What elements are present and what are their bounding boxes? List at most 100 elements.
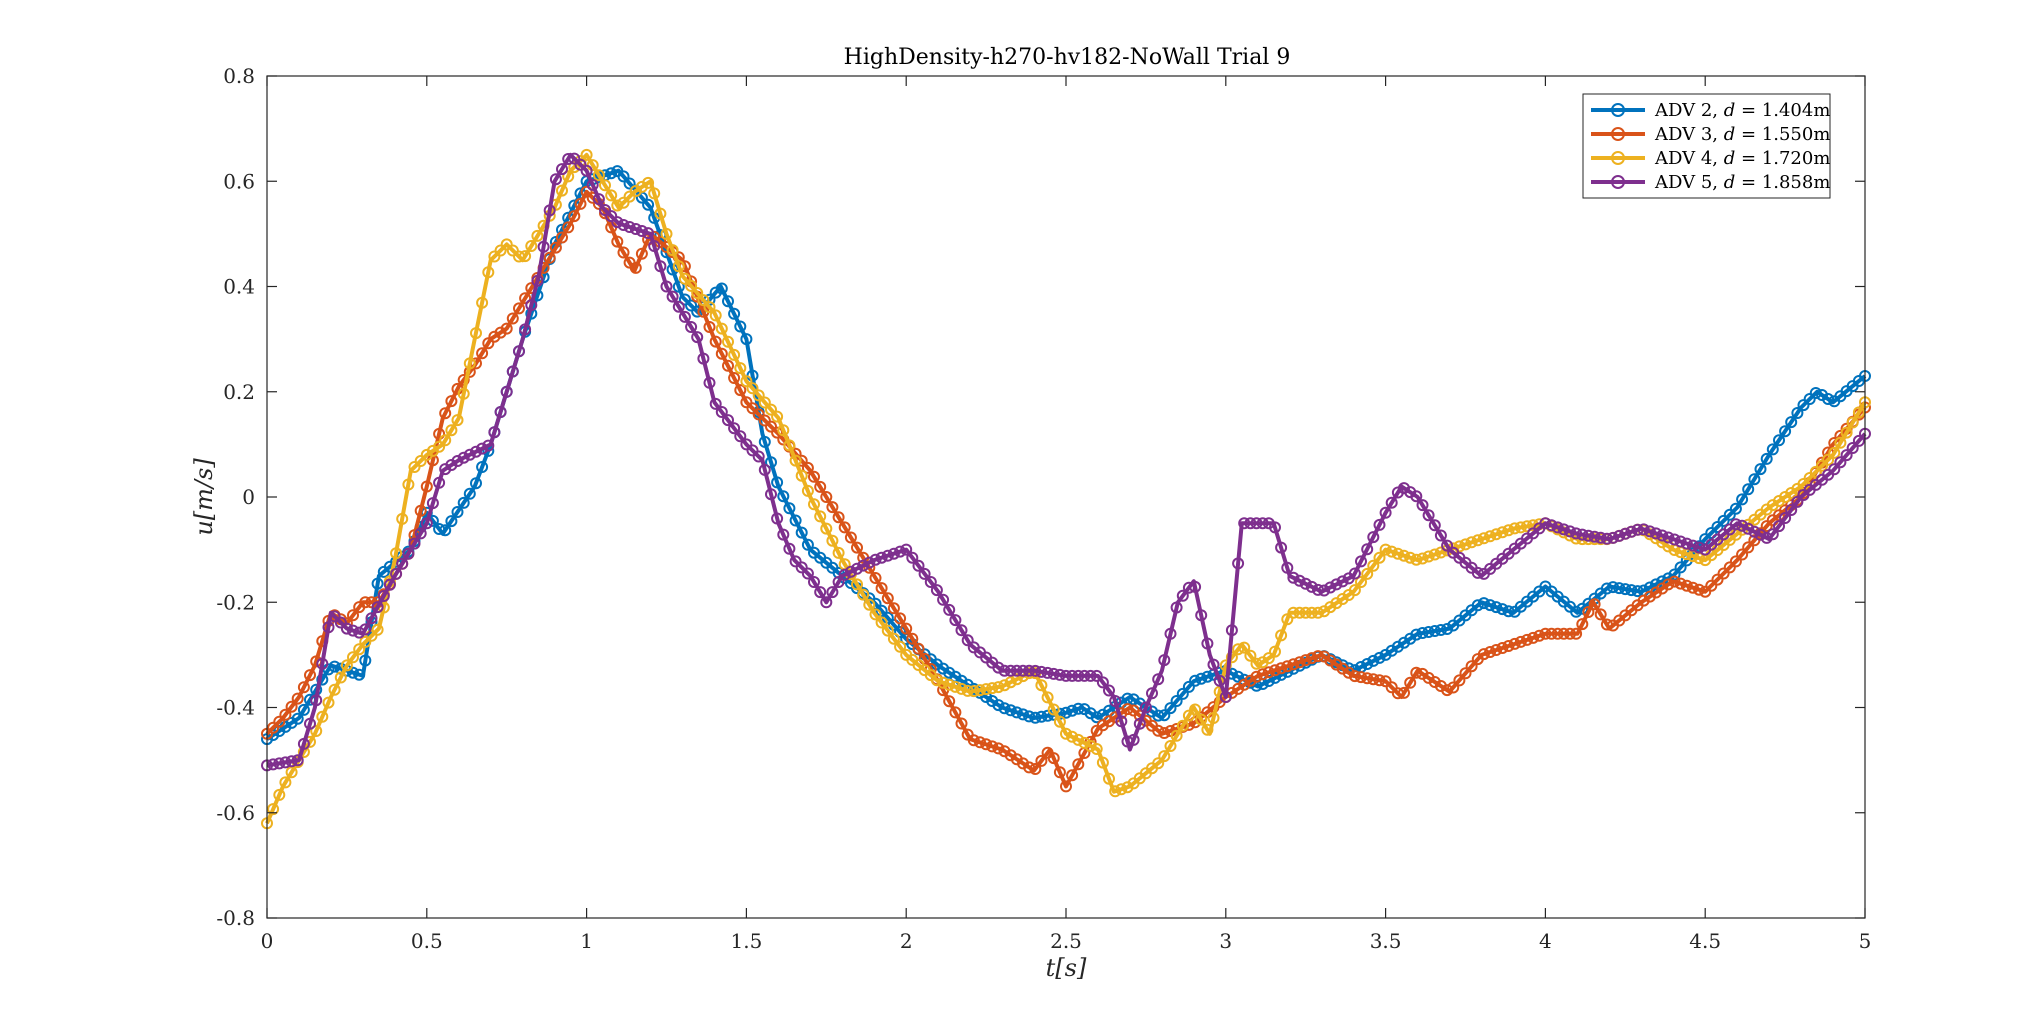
data-point <box>648 187 661 200</box>
data-point <box>1428 548 1441 561</box>
data-point <box>1355 671 1367 684</box>
data-point <box>943 695 956 708</box>
data-point <box>580 148 593 161</box>
data-point <box>408 461 421 473</box>
data-point <box>1490 601 1503 614</box>
data-point <box>642 176 655 189</box>
x-tick-label: 0.5 <box>411 929 443 953</box>
x-tick-label: 0 <box>261 929 274 953</box>
data-point <box>1803 472 1816 484</box>
data-point <box>1680 579 1693 592</box>
data-point <box>1189 703 1202 716</box>
data-point <box>1828 446 1841 459</box>
data-point <box>838 568 851 581</box>
data-point <box>1729 555 1742 568</box>
data-point <box>1041 709 1054 722</box>
data-point <box>918 652 931 665</box>
data-point <box>347 651 359 664</box>
data-point <box>377 590 390 602</box>
data-point <box>740 375 753 388</box>
data-point <box>605 210 618 223</box>
data-point <box>801 484 814 497</box>
data-point <box>285 700 298 713</box>
data-point <box>1422 509 1435 522</box>
data-point <box>1232 643 1245 656</box>
data-point <box>1121 703 1134 716</box>
data-point <box>586 178 599 191</box>
x-tick-label: 1 <box>580 929 593 953</box>
x-tick-label: 2.5 <box>1050 929 1082 953</box>
data-point <box>1348 670 1361 683</box>
data-point <box>1527 519 1540 532</box>
data-point <box>1176 687 1189 700</box>
data-point <box>783 502 796 515</box>
data-point <box>1557 627 1570 640</box>
data-point <box>482 439 495 452</box>
data-point <box>894 545 907 558</box>
data-point <box>1367 559 1380 572</box>
legend-label-prefix: ADV 2, <box>1654 100 1724 121</box>
data-point <box>1527 631 1540 644</box>
data-point <box>1717 514 1730 527</box>
data-point <box>1496 526 1509 539</box>
data-point <box>568 210 581 223</box>
data-point <box>1502 640 1515 652</box>
data-point <box>1158 727 1171 739</box>
data-point <box>1791 495 1804 508</box>
data-point <box>451 455 464 467</box>
data-point <box>1391 687 1404 700</box>
data-point <box>678 310 691 323</box>
data-point <box>980 738 993 751</box>
data-point <box>1496 603 1509 616</box>
data-point <box>1453 540 1466 553</box>
data-point <box>1299 577 1312 590</box>
data-point <box>1244 517 1257 530</box>
legend-label: ADV 3, d = 1.550m <box>1654 124 1830 145</box>
data-point <box>605 167 618 180</box>
data-point <box>611 216 624 229</box>
data-point <box>1453 674 1466 687</box>
data-point <box>1570 527 1583 540</box>
data-point <box>463 448 476 461</box>
legend-label-variable: d <box>1724 100 1736 121</box>
data-point <box>445 395 458 408</box>
x-tick-label: 4 <box>1539 929 1552 953</box>
data-point <box>1441 623 1454 635</box>
data-point <box>1410 490 1423 503</box>
series-layer <box>261 148 1871 830</box>
data-point <box>715 347 728 360</box>
data-point <box>592 169 605 182</box>
data-point <box>1816 459 1828 472</box>
data-point <box>1029 763 1042 775</box>
y-tick-label: 0.2 <box>223 380 255 404</box>
data-point <box>506 244 519 257</box>
data-point <box>1017 664 1029 677</box>
data-point <box>267 803 280 816</box>
data-point <box>1736 519 1749 532</box>
data-point <box>304 669 316 682</box>
data-point <box>949 614 962 627</box>
data-point <box>1367 531 1380 544</box>
data-point <box>1490 528 1503 541</box>
data-point <box>1773 434 1785 447</box>
data-point <box>1336 575 1349 588</box>
data-point <box>857 588 870 601</box>
data-point <box>1379 675 1392 688</box>
data-point <box>771 410 784 423</box>
data-point <box>1072 669 1085 682</box>
data-point <box>992 742 1005 755</box>
data-point <box>1066 769 1079 782</box>
data-point <box>519 250 532 263</box>
data-point <box>992 681 1005 694</box>
data-point <box>1846 442 1859 454</box>
legend-swatch-marker <box>1611 175 1625 189</box>
data-point <box>1275 662 1288 675</box>
data-point <box>703 376 716 389</box>
data-point <box>801 567 814 580</box>
data-point <box>709 335 722 348</box>
data-point <box>875 551 888 564</box>
data-point <box>1250 657 1263 670</box>
data-point <box>1096 676 1109 689</box>
data-point <box>1416 499 1429 512</box>
data-point <box>1084 669 1097 682</box>
